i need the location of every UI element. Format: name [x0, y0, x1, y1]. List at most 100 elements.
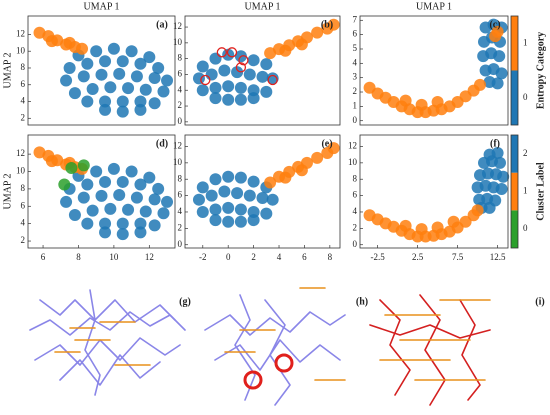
point — [134, 103, 147, 116]
colorbar-tick-label: 0 — [523, 223, 528, 233]
point — [58, 178, 71, 191]
point — [99, 175, 112, 188]
point — [134, 226, 147, 239]
point — [495, 67, 508, 80]
point — [65, 162, 78, 175]
point — [431, 96, 444, 109]
y-tick-label: 6 — [21, 79, 26, 89]
point — [139, 83, 152, 96]
point — [122, 82, 135, 95]
point — [489, 30, 502, 43]
x-tick-label: 4 — [277, 252, 282, 262]
point — [256, 192, 269, 205]
point — [327, 18, 340, 31]
y-tick-label: 10 — [348, 157, 358, 167]
y-tick-label: 6 — [353, 29, 358, 39]
point — [45, 155, 58, 168]
x-tick-label: 2 — [251, 252, 256, 262]
y-tick-label: 2 — [21, 235, 26, 245]
point — [311, 151, 324, 164]
y-tick-label: 4 — [178, 206, 183, 216]
highlight — [274, 353, 294, 373]
structure-i: (i) — [369, 294, 545, 406]
point — [116, 105, 129, 118]
point — [196, 181, 209, 194]
point — [279, 171, 292, 184]
y-tick-label: 7 — [353, 14, 358, 24]
point — [218, 64, 231, 77]
point — [116, 55, 129, 68]
chain — [369, 324, 491, 339]
point — [209, 203, 222, 216]
point — [222, 170, 235, 183]
y-tick-label: 0 — [178, 239, 183, 249]
point — [209, 92, 222, 105]
point — [497, 170, 510, 183]
y-tick-label: 2 — [178, 100, 183, 110]
colorbar-tick-label: 1 — [523, 186, 528, 196]
y-tick-label: 10 — [173, 37, 183, 47]
x-tick-label: 8 — [76, 252, 81, 262]
colorbar-tick-label: 2 — [523, 148, 528, 158]
point — [234, 215, 247, 228]
point — [161, 195, 174, 208]
point — [77, 70, 90, 83]
chain — [264, 299, 291, 406]
point — [134, 95, 147, 108]
point — [209, 173, 222, 186]
point — [60, 74, 73, 87]
colorbar-tick-label: 1 — [523, 37, 528, 47]
point — [157, 85, 170, 98]
point — [113, 67, 126, 80]
point — [104, 202, 117, 215]
highlight-circle — [267, 74, 278, 86]
x-tick-label: 0 — [226, 252, 231, 262]
point — [209, 81, 222, 94]
point — [327, 142, 340, 155]
point — [222, 80, 235, 93]
point — [483, 201, 496, 214]
point — [130, 191, 143, 204]
point — [125, 45, 138, 58]
y-tick-label: 6 — [353, 190, 358, 200]
point — [234, 93, 247, 106]
chain — [59, 354, 161, 386]
y-tick-label: 4 — [21, 96, 26, 106]
point — [81, 57, 94, 70]
y-tick-label: 6 — [21, 200, 26, 210]
point — [196, 60, 209, 73]
y-tick-label: 1 — [353, 100, 358, 110]
point — [415, 98, 428, 111]
point — [148, 72, 161, 85]
colorbar: 0 1 2 Cluster Label — [510, 134, 546, 249]
y-tick-label: 6 — [178, 190, 183, 200]
point — [279, 44, 292, 57]
point — [234, 203, 247, 216]
point — [495, 183, 508, 196]
colorbar-segment — [511, 135, 518, 173]
panel-label: (d) — [156, 138, 168, 149]
point — [134, 217, 147, 230]
y-tick-label: 4 — [353, 206, 358, 216]
highlight-circle — [216, 47, 227, 58]
point — [471, 204, 484, 217]
point — [474, 78, 486, 91]
point — [107, 162, 120, 175]
point — [399, 94, 412, 107]
point — [247, 92, 260, 105]
colorbar-frame — [510, 15, 519, 126]
y-tick-label: 2 — [178, 222, 183, 232]
y-tick-label: 8 — [353, 173, 358, 183]
point — [295, 164, 308, 177]
chain — [379, 299, 411, 396]
chain — [234, 294, 256, 401]
x-tick-label: 12 — [145, 252, 154, 262]
point — [68, 87, 81, 100]
point — [243, 68, 256, 81]
y-tick-label: 12 — [173, 141, 182, 151]
point — [152, 61, 165, 74]
chain — [39, 299, 176, 323]
panel-label: (e) — [321, 138, 332, 149]
point — [95, 68, 108, 81]
